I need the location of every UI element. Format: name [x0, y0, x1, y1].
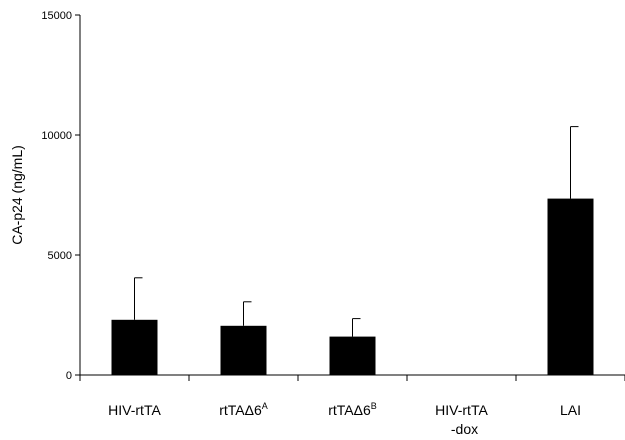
y-tick-label: 10000	[41, 130, 72, 142]
category-label: LAI	[560, 402, 581, 418]
y-tick-label: 0	[66, 370, 72, 382]
axes: 0 5000 10000 15000	[41, 10, 625, 382]
bars	[111, 126, 594, 375]
bar	[329, 336, 376, 375]
y-tick-label: 15000	[41, 10, 72, 22]
category-label: HIV-rtTA	[435, 402, 488, 418]
bar	[547, 198, 594, 375]
category-label: HIV-rtTA	[108, 402, 161, 418]
y-tick-label: 5000	[48, 250, 72, 262]
category-label: rtTAΔ6A	[219, 401, 268, 418]
labels: HIV-rtTA rtTAΔ6A rtTAΔ6B HIV-rtTA -dox LAI	[108, 401, 581, 437]
category-label: rtTAΔ6B	[328, 401, 377, 418]
y-axis-title: CA-p24 (ng/mL)	[9, 145, 25, 245]
bar	[111, 319, 158, 375]
category-label-line2: -dox	[451, 421, 478, 437]
bar	[220, 325, 267, 375]
